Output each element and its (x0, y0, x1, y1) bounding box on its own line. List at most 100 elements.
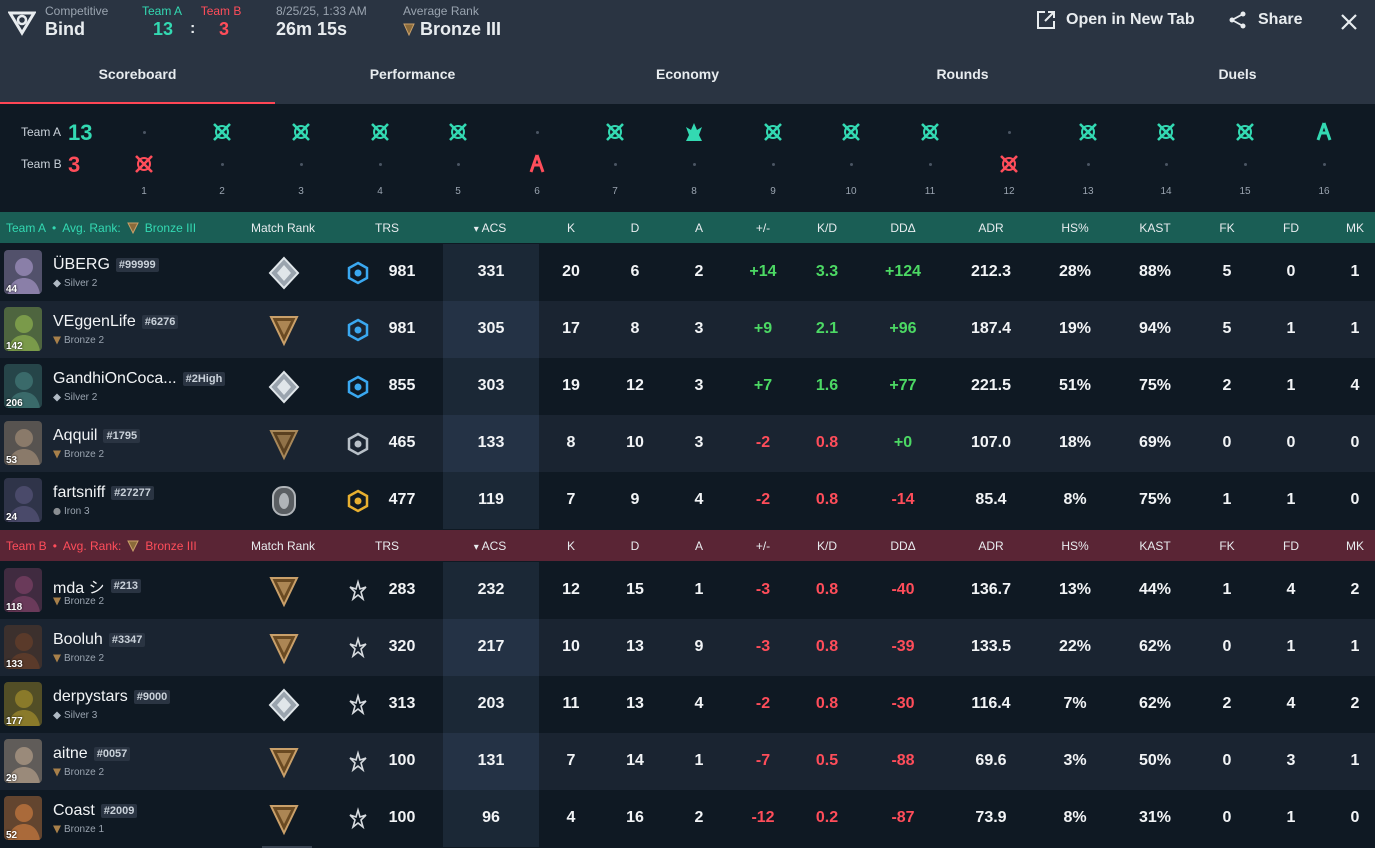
round-result[interactable] (133, 153, 155, 175)
player-row[interactable]: 29 aitne #0057 Bronze 2 100 131 7 14 1 -7 0.5 -88 69… (0, 733, 1375, 790)
column-header[interactable]: A (694, 221, 703, 235)
stat-fd: 0 (1286, 434, 1296, 451)
column-header[interactable]: K (566, 539, 575, 553)
player-name[interactable]: Aqquil (53, 427, 98, 444)
column-header[interactable]: TRS (375, 539, 399, 553)
player-name-block[interactable]: Coast #2009 (53, 802, 138, 820)
player-name[interactable]: Booluh (53, 631, 103, 648)
player-row[interactable]: 24 fartsniff #27277 Iron 3 477 119 7 9 4 -2 0.8 -14… (0, 472, 1375, 529)
stat-fk: 2 (1222, 377, 1232, 394)
player-name[interactable]: Coast (53, 802, 95, 819)
round-empty-dot (379, 163, 382, 166)
column-header[interactable]: DDΔ (890, 221, 916, 235)
column-header[interactable]: A (694, 539, 703, 553)
player-rank: Bronze 2 (53, 335, 104, 346)
close-icon[interactable] (1337, 10, 1361, 34)
column-header[interactable]: MK (1346, 539, 1364, 553)
tab-duels[interactable]: Duels (1218, 66, 1257, 82)
player-row[interactable]: 177 derpystars #9000 Silver 3 313 203 11 13 4 -2 0… (0, 676, 1375, 733)
tab-economy[interactable]: Economy (655, 66, 719, 82)
player-name[interactable]: aitne (53, 745, 88, 762)
tab-scoreboard[interactable]: Scoreboard (0, 50, 275, 104)
column-header[interactable]: ▾ ACS (450, 221, 530, 235)
column-header[interactable]: D (630, 539, 640, 553)
player-name-block[interactable]: Booluh #3347 (53, 631, 146, 649)
round-result[interactable] (1234, 121, 1256, 143)
player-row[interactable]: 44 ÜBERG #99999 Silver 2 981 331 20 6 2 +14 3.3 +12… (0, 244, 1375, 301)
column-header[interactable]: TRS (375, 221, 399, 235)
player-name[interactable]: derpystars (53, 688, 128, 705)
bronze-rank-badge-icon (269, 805, 299, 836)
player-row[interactable]: 53 Aqquil #1795 Bronze 2 465 133 8 10 3 -2 0.8 +0 10… (0, 415, 1375, 472)
round-result[interactable] (290, 121, 312, 143)
tab-performance[interactable]: Performance (369, 66, 456, 82)
tab-rounds[interactable]: Rounds (936, 66, 989, 82)
column-header[interactable]: FD (1283, 539, 1299, 553)
column-header[interactable]: +/- (755, 221, 771, 235)
round-result[interactable] (683, 121, 705, 143)
player-name[interactable]: mda シ (53, 580, 105, 597)
player-name-block[interactable]: VEggenLife #6276 (53, 313, 179, 331)
round-number: 16 (1318, 186, 1330, 197)
player-name-block[interactable]: Aqquil #1795 (53, 427, 141, 445)
column-header[interactable]: DDΔ (890, 539, 916, 553)
player-name[interactable]: fartsniff (53, 484, 106, 501)
player-row[interactable]: 133 Booluh #3347 Bronze 2 320 217 10 13 9 -3 0.8 -3… (0, 619, 1375, 676)
column-header[interactable]: KAST (1139, 539, 1171, 553)
player-row[interactable]: 142 VEggenLife #6276 Bronze 2 981 305 17 8 3 +9 2.… (0, 301, 1375, 358)
player-row[interactable]: 52 Coast #2009 Bronze 1 100 96 4 16 2 -12 0.2 -87 73… (0, 790, 1375, 847)
team-a-label: Team A (142, 4, 182, 18)
column-header[interactable]: D (630, 221, 640, 235)
round-result[interactable] (526, 153, 548, 175)
round-result[interactable] (369, 121, 391, 143)
round-result[interactable] (762, 121, 784, 143)
player-name-block[interactable]: mda シ #213 (53, 574, 142, 598)
column-header[interactable]: FK (1219, 539, 1235, 553)
column-header[interactable]: HS% (1061, 221, 1089, 235)
column-header[interactable]: FK (1219, 221, 1235, 235)
share-button[interactable]: Share (1228, 10, 1302, 30)
player-name-block[interactable]: GandhiOnCoca... #2High (53, 370, 226, 388)
round-result[interactable] (840, 121, 862, 143)
column-header[interactable]: ADR (978, 539, 1004, 553)
stat-fk: 0 (1222, 752, 1232, 769)
player-row[interactable]: 118 mda シ #213 Bronze 2 283 232 12 15 1 -3 0.8 -40 1… (0, 562, 1375, 619)
player-tag: #213 (110, 579, 142, 593)
column-header[interactable]: ▾ ACS (450, 539, 530, 553)
stat-trs: 313 (388, 695, 416, 712)
column-header[interactable]: HS% (1061, 539, 1089, 553)
column-header[interactable]: Match Rank (250, 539, 316, 553)
column-header[interactable]: K/D (816, 221, 837, 235)
column-header[interactable]: ADR (978, 221, 1004, 235)
column-header[interactable]: K (566, 221, 575, 235)
scroll-indicator (262, 846, 312, 848)
round-result[interactable] (998, 153, 1020, 175)
column-header[interactable]: FD (1283, 221, 1299, 235)
player-name[interactable]: GandhiOnCoca... (53, 370, 177, 387)
player-name-block[interactable]: derpystars #9000 (53, 688, 171, 706)
player-name-block[interactable]: aitne #0057 (53, 745, 131, 763)
player-name[interactable]: VEggenLife (53, 313, 136, 330)
round-result[interactable] (604, 121, 626, 143)
column-header[interactable]: Match Rank (250, 221, 316, 235)
player-name-block[interactable]: ÜBERG #99999 (53, 256, 159, 274)
round-result[interactable] (447, 121, 469, 143)
open-new-tab-button[interactable]: Open in New Tab (1036, 10, 1195, 30)
stat-kast: 94% (1138, 320, 1172, 337)
round-result[interactable] (919, 121, 941, 143)
stat-acs: 119 (478, 491, 504, 508)
round-result[interactable] (1313, 121, 1335, 143)
column-header[interactable]: KAST (1139, 221, 1171, 235)
player-row[interactable]: 206 GandhiOnCoca... #2High Silver 2 855 303 19… (0, 358, 1375, 415)
column-label: ACS (481, 221, 507, 235)
column-header[interactable]: K/D (816, 539, 837, 553)
player-name[interactable]: ÜBERG (53, 256, 110, 273)
round-result[interactable] (1077, 121, 1099, 143)
column-header[interactable]: +/- (755, 539, 771, 553)
stat-a: 2 (694, 263, 704, 280)
column-header[interactable]: MK (1346, 221, 1364, 235)
player-name-block[interactable]: fartsniff #27277 (53, 484, 154, 502)
round-result[interactable] (211, 121, 233, 143)
round-result[interactable] (1155, 121, 1177, 143)
round-number: 6 (534, 186, 540, 197)
